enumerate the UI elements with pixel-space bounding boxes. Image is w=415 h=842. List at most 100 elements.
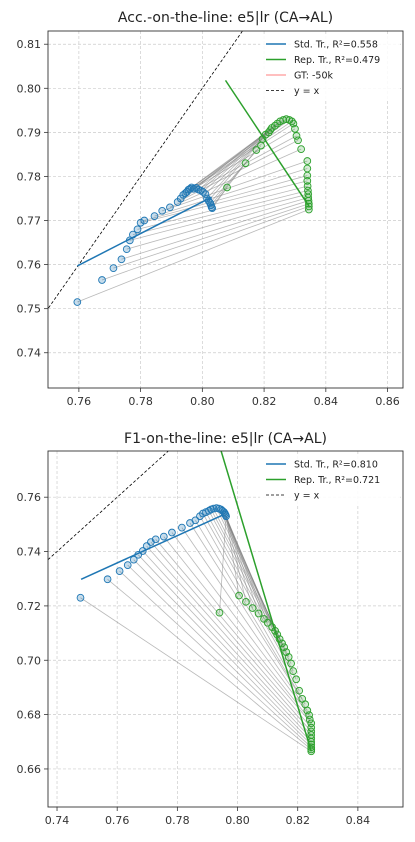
rep-point	[294, 136, 302, 145]
x-tick-label: 0.84	[314, 395, 339, 408]
pairing-line	[208, 138, 263, 201]
x-tick-label: 0.82	[252, 395, 277, 408]
pairing-line	[133, 559, 312, 743]
std-point	[76, 593, 85, 602]
pairing-line	[183, 128, 296, 196]
pairing-line	[200, 127, 273, 191]
rep-point	[303, 177, 312, 185]
pairing-line	[171, 532, 310, 716]
x-tick-label: 0.76	[105, 814, 130, 827]
pairing-line	[146, 545, 312, 732]
rep-fit-line	[220, 451, 312, 752]
rep-point	[252, 146, 261, 154]
std-point	[125, 236, 134, 245]
y-tick-label: 0.79	[17, 126, 42, 139]
pairing-line	[225, 516, 259, 614]
rep-point	[295, 686, 304, 695]
std-point	[158, 206, 167, 215]
std-fit-line	[76, 196, 212, 267]
pairing-line	[210, 149, 257, 206]
rep-fit-line	[224, 79, 310, 207]
pairing-line	[225, 516, 247, 602]
y-tick-label: 0.66	[17, 763, 42, 776]
pairing-line	[219, 516, 227, 613]
std-point	[122, 245, 131, 254]
rep-point	[304, 202, 313, 211]
y-tick-label: 0.76	[17, 259, 42, 272]
rep-point	[254, 609, 263, 618]
pairing-line	[206, 134, 266, 199]
y-tick-label: 0.77	[17, 215, 42, 228]
pairing-line	[121, 200, 309, 260]
rep-point	[297, 145, 305, 153]
x-tick-label: 0.84	[346, 814, 371, 827]
pairing-line	[77, 209, 309, 303]
pairing-line	[126, 197, 309, 250]
rep-point	[235, 591, 243, 600]
y-tick-label: 0.78	[17, 170, 42, 183]
std-point	[166, 203, 174, 212]
pairing-line	[132, 190, 309, 236]
std-point	[150, 212, 159, 220]
pairing-line	[107, 578, 312, 750]
x-tick-label: 0.74	[45, 814, 70, 827]
std-point	[159, 532, 168, 541]
pairing-line	[162, 160, 308, 212]
rep-point	[305, 711, 313, 719]
pairing-line	[169, 148, 302, 208]
legend-label: GT: -50k	[294, 71, 334, 82]
x-tick-label: 0.80	[225, 814, 250, 827]
pairing-line	[80, 597, 312, 752]
rep-point	[298, 694, 307, 703]
legend-label: Std. Tr., R²=0.810	[294, 460, 378, 471]
rep-point	[292, 132, 301, 140]
x-tick-label: 0.76	[67, 395, 92, 408]
rep-point	[280, 643, 289, 652]
rep-point	[287, 659, 295, 668]
std-point	[140, 216, 149, 225]
pairing-line	[154, 168, 308, 217]
rep-point	[257, 141, 265, 150]
std-point	[201, 190, 210, 198]
chart-title: Acc.-on-the-line: e5|lr (CA→AL)	[118, 10, 333, 26]
pairing-line	[127, 564, 312, 745]
std-point	[103, 575, 112, 584]
rep-point	[223, 183, 231, 192]
pairing-line	[150, 541, 312, 728]
pairing-line	[137, 554, 312, 739]
rep-point	[292, 675, 301, 684]
pairing-line	[119, 570, 312, 748]
std-point	[123, 561, 132, 569]
pairing-line	[225, 516, 240, 596]
rep-point	[278, 639, 286, 648]
plot-frame	[47, 30, 404, 389]
x-tick-label: 0.86	[375, 395, 400, 408]
pairing-line	[140, 180, 308, 224]
y-tick-label: 0.74	[17, 347, 42, 360]
std-point	[136, 218, 145, 227]
pairing-line	[189, 522, 306, 705]
f1-on-the-line-chart: F1-on-the-line: e5|lr (CA→AL) 0.74 0.76 0.7…	[17, 431, 404, 827]
std-point	[208, 204, 217, 213]
std-point	[178, 523, 186, 532]
acc-on-the-line-chart: Acc.-on-the-line: e5|lr (CA→AL) 0.76 0.78 0…	[17, 10, 404, 408]
std-point	[168, 528, 176, 537]
rep-point	[303, 164, 312, 173]
y-tick-label: 0.68	[17, 709, 42, 722]
std-point	[151, 535, 160, 544]
plot-frame	[47, 450, 404, 808]
std-point	[73, 298, 82, 306]
rep-point	[289, 667, 298, 675]
std-fit-line	[80, 514, 223, 580]
pairing-line	[225, 516, 265, 620]
std-point	[129, 230, 137, 239]
chart-title: F1-on-the-line: e5|lr (CA→AL)	[124, 431, 327, 447]
rep-point	[242, 597, 250, 606]
y-tick-label: 0.81	[17, 38, 42, 51]
legend-label: Std. Tr., R²=0.558	[294, 40, 378, 51]
pairing-line	[101, 206, 309, 281]
pairing-line	[144, 175, 308, 221]
x-tick-label: 0.82	[285, 814, 310, 827]
std-point	[138, 547, 147, 555]
y-tick-label: 0.72	[17, 600, 42, 613]
